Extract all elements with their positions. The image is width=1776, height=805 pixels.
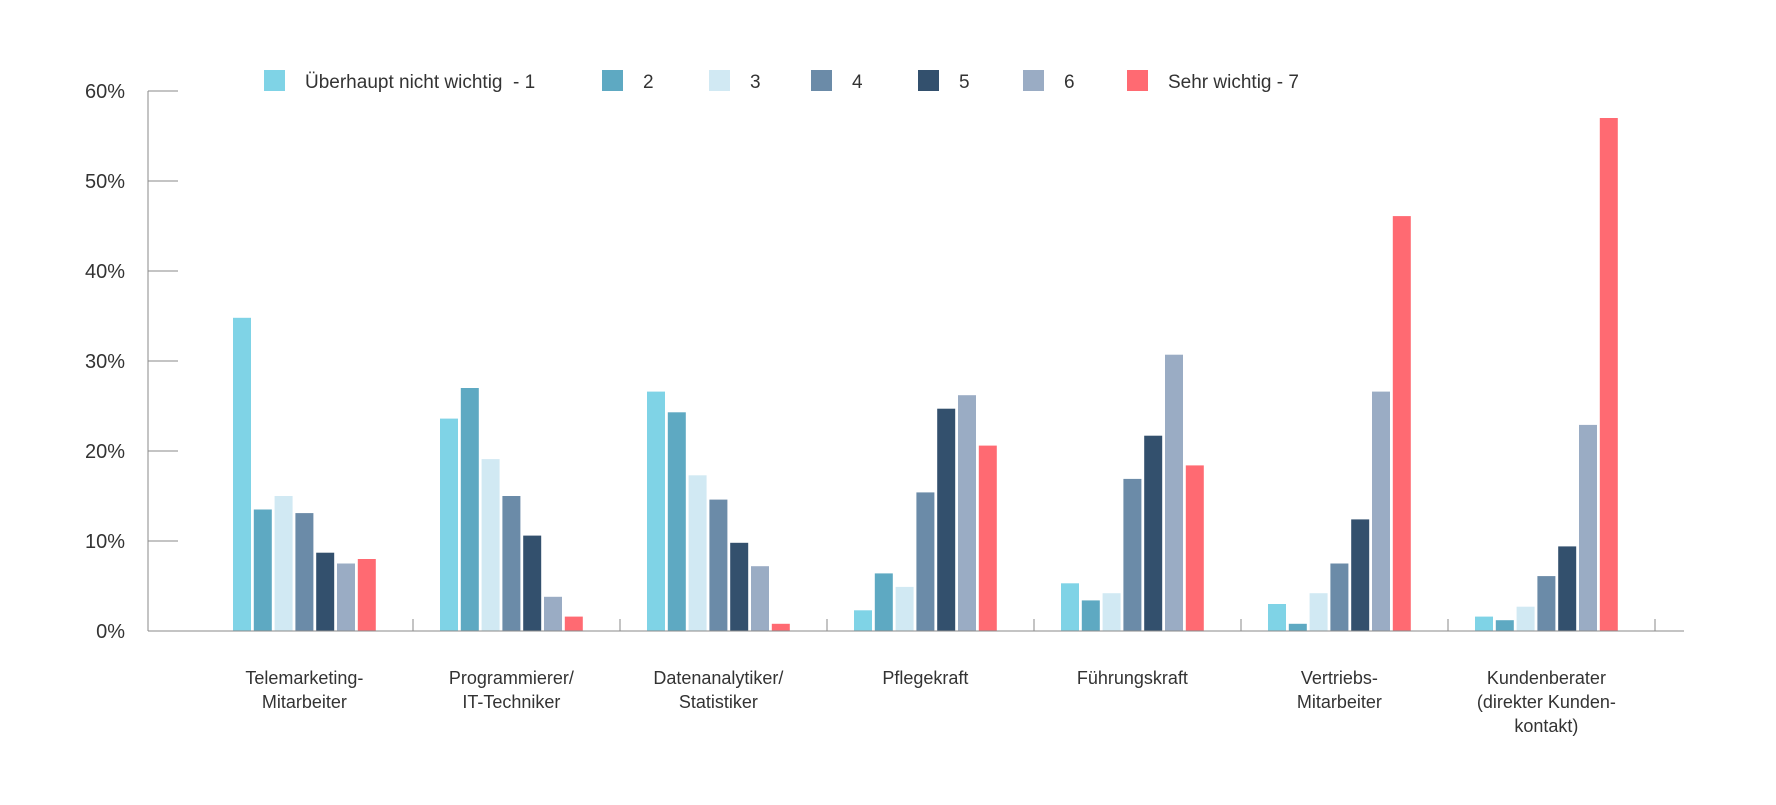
bar — [688, 475, 707, 631]
y-tick-label: 60% — [85, 81, 125, 103]
bar — [1123, 478, 1142, 631]
bar — [544, 596, 562, 631]
legend: Überhaupt nicht wichtig - 1 2 3 4 5 6 Sehr wic… — [264, 70, 1299, 93]
x-category-label: Mitarbeiter — [262, 692, 347, 712]
y-tick-label: 40% — [85, 261, 125, 283]
bar — [709, 499, 728, 631]
bar — [1351, 519, 1370, 631]
bar — [1558, 546, 1577, 631]
bar — [1392, 216, 1411, 631]
y-tick-label: 30% — [85, 351, 125, 373]
x-category-label: Pflegekraft — [882, 668, 968, 688]
bar — [771, 623, 790, 631]
y-axis: 0% 10% 20% 30% 40% 50% 60% — [85, 81, 178, 643]
x-category-label: Statistiker — [679, 692, 758, 712]
y-tick-label: 20% — [85, 441, 125, 463]
legend-label: Sehr wichtig - 7 — [1168, 72, 1299, 93]
bar — [337, 563, 355, 631]
bar — [854, 610, 872, 631]
bar — [1185, 465, 1204, 631]
legend-label: 4 — [852, 72, 863, 93]
bar — [1495, 620, 1514, 631]
bar — [1268, 604, 1286, 631]
bar — [233, 317, 251, 631]
legend-swatch — [811, 70, 832, 91]
legend-swatch — [709, 70, 730, 91]
bar — [460, 388, 479, 631]
bar — [1309, 593, 1328, 631]
x-category-label: Telemarketing- — [245, 668, 363, 688]
legend-swatch — [1023, 70, 1044, 91]
bar — [874, 573, 893, 631]
x-category-label: Vertriebs- — [1301, 668, 1378, 688]
legend-swatch — [918, 70, 939, 91]
bar — [937, 408, 956, 631]
bar — [1165, 354, 1183, 631]
bar — [1288, 623, 1307, 631]
bar — [357, 559, 376, 631]
x-category-label: Datenanalytiker/ — [653, 668, 783, 688]
legend-swatch — [1127, 70, 1148, 91]
x-category-label: Programmierer/ — [449, 668, 574, 688]
bar — [1579, 424, 1597, 631]
bar — [523, 535, 542, 631]
x-category-label: Kundenberater — [1487, 668, 1606, 688]
bar — [1102, 593, 1121, 631]
y-tick-label: 10% — [85, 531, 125, 553]
bar — [274, 496, 293, 631]
bar — [253, 509, 272, 631]
bar — [978, 445, 997, 631]
bar — [440, 418, 458, 631]
x-category-label: (direkter Kunden- — [1477, 692, 1616, 712]
bar — [1516, 606, 1535, 631]
bar — [647, 391, 665, 631]
y-tick-label: 50% — [85, 171, 125, 193]
bar — [730, 542, 749, 631]
legend-label: 5 — [959, 72, 970, 93]
legend-swatch — [602, 70, 623, 91]
bar — [916, 492, 935, 631]
bar — [958, 395, 976, 631]
legend-label: 2 — [643, 72, 654, 93]
legend-label: Überhaupt nicht wichtig - 1 — [305, 72, 535, 93]
x-category-label: kontakt) — [1514, 716, 1578, 736]
bar — [1330, 563, 1349, 631]
bars — [233, 118, 1618, 631]
bar — [564, 616, 583, 631]
bar — [295, 513, 314, 631]
bar — [1372, 391, 1390, 631]
x-category-label: IT-Techniker — [462, 692, 560, 712]
legend-swatch — [264, 70, 285, 91]
bar — [895, 586, 914, 631]
bar — [667, 412, 686, 631]
x-axis: Telemarketing- Mitarbeiter Programmierer/I… — [148, 619, 1684, 736]
legend-label: 3 — [750, 72, 761, 93]
bar — [1537, 576, 1556, 631]
bar — [1599, 118, 1618, 631]
bar — [481, 459, 500, 631]
bar — [1475, 616, 1493, 631]
legend-label: 6 — [1064, 72, 1075, 93]
bar — [316, 552, 335, 631]
bar — [751, 566, 769, 631]
x-category-label: Führungskraft — [1077, 668, 1188, 688]
x-category-label: Mitarbeiter — [1297, 692, 1382, 712]
y-tick-label: 0% — [96, 621, 125, 643]
bar — [1081, 600, 1100, 631]
bar — [502, 496, 521, 631]
bar — [1144, 435, 1163, 631]
bar — [1061, 583, 1079, 631]
